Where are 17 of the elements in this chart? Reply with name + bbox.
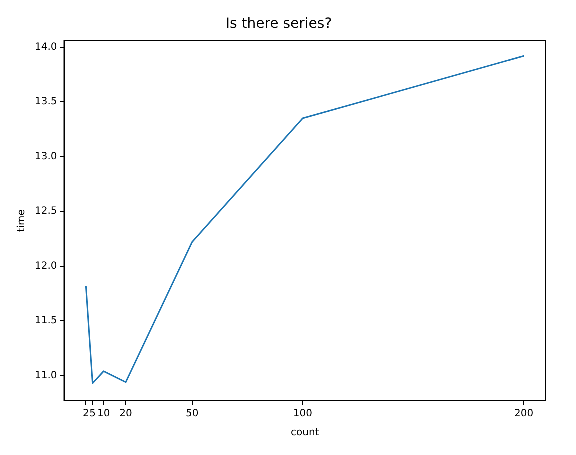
chart-title: Is there series?	[226, 16, 332, 32]
y-tick-label: 14.0	[35, 42, 58, 53]
y-tick-label: 13.0	[35, 151, 58, 162]
y-tick-label: 12.0	[35, 260, 58, 272]
x-tick-label: 100	[293, 408, 312, 420]
x-axis-title: count	[291, 428, 320, 439]
x-tick-label: 20	[120, 408, 132, 420]
x-tick-label: 10	[97, 408, 110, 420]
x-tick-label: 200	[514, 408, 534, 420]
y-tick-label: 11.0	[35, 370, 58, 382]
y-tick-label: 12.5	[35, 206, 58, 218]
y-tick-label: 13.5	[35, 96, 58, 108]
x-tick-label: 5	[90, 408, 96, 420]
x-tick-label: 50	[186, 408, 199, 420]
x-tick-label: 2	[82, 408, 90, 420]
y-tick-label: 11.5	[35, 316, 58, 327]
y-axis-title: time	[16, 210, 28, 232]
